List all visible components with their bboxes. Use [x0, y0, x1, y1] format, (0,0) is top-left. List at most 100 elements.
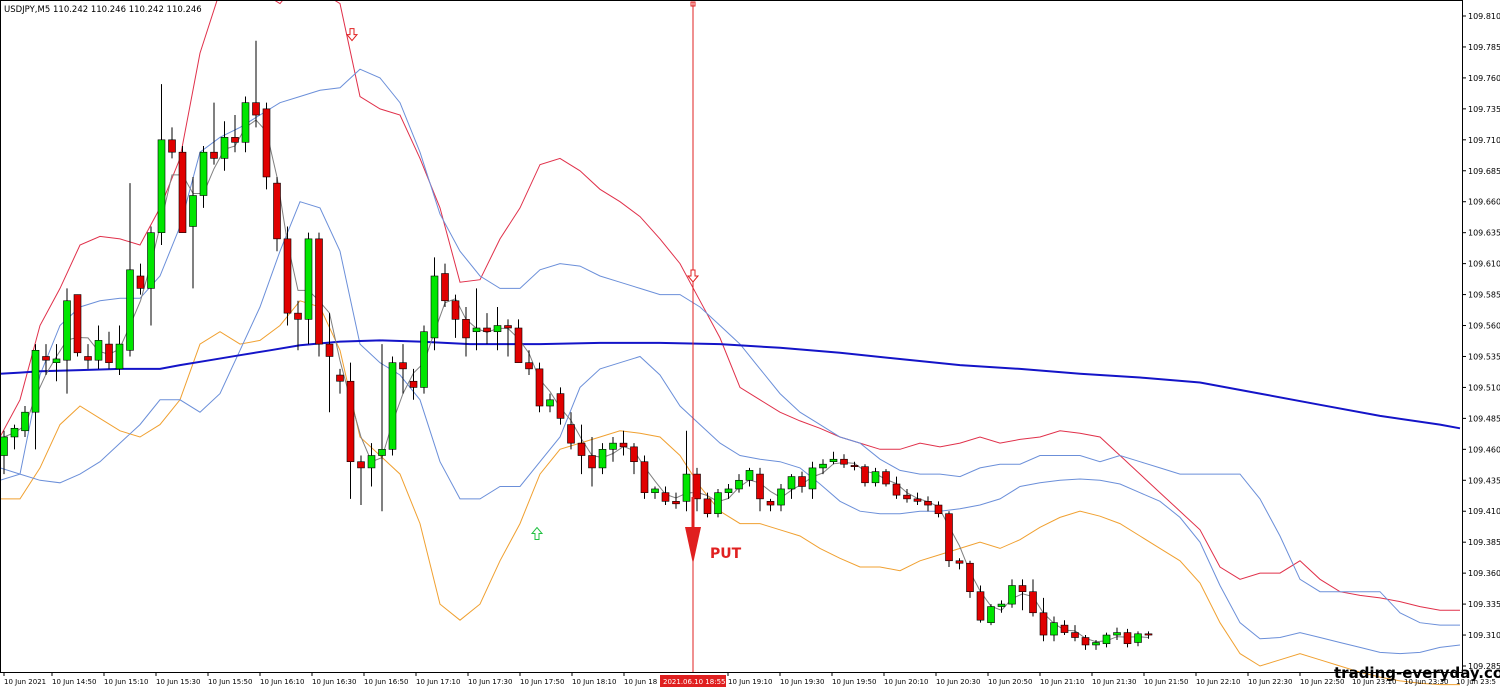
candle-body — [955, 560, 964, 564]
x-tick-label: 10 Jun 19:50 — [832, 678, 876, 686]
down-arrow-icon — [686, 269, 700, 283]
candle-body — [756, 473, 764, 500]
candle-body — [945, 513, 953, 562]
x-tick-label: 10 Jun 17:10 — [416, 678, 460, 686]
y-tick-label: 109.460 — [1468, 445, 1500, 454]
candle-body — [441, 273, 449, 302]
candle-body — [63, 300, 71, 361]
candle-body — [1092, 642, 1100, 646]
y-tick-label: 109.660 — [1468, 198, 1500, 207]
y-tick-label: 109.810 — [1468, 12, 1500, 21]
candle-body — [199, 151, 208, 196]
x-tick-label: 10 Jun 18:10 — [572, 678, 616, 686]
candle-body — [987, 606, 995, 623]
x-tick-label: 10 Jun 21:10 — [1040, 678, 1084, 686]
x-tick-label: 10 Jun 16:50 — [364, 678, 408, 686]
y-tick-label: 109.560 — [1468, 322, 1500, 331]
candle-body — [273, 182, 281, 240]
candle-body — [1071, 632, 1079, 638]
x-tick-label: 10 Jun 22:50 — [1300, 678, 1344, 686]
candle-body — [220, 137, 229, 159]
candle-body — [1018, 585, 1027, 593]
candle-body — [777, 488, 785, 506]
candle-body — [1123, 632, 1132, 645]
candle-body — [283, 238, 292, 314]
y-tick-label: 109.760 — [1468, 74, 1500, 83]
candle-body — [493, 325, 502, 333]
candle-body — [808, 467, 817, 490]
fast-ma-line — [3, 119, 1149, 643]
candle-body — [168, 139, 176, 153]
signal-line-top-marker — [690, 1, 696, 7]
y-tick-label: 109.785 — [1468, 43, 1500, 52]
candle-body — [976, 591, 985, 621]
put-arrow-head — [685, 527, 701, 564]
candle-body — [367, 455, 376, 469]
x-tick-label: 10 Jun 21:30 — [1092, 678, 1136, 686]
candle-body — [546, 399, 554, 407]
up-arrow-icon — [530, 526, 544, 541]
candle-body — [294, 312, 302, 320]
y-tick-label: 109.610 — [1468, 260, 1500, 269]
candle-body — [252, 102, 260, 116]
y-tick-label: 109.535 — [1468, 352, 1500, 361]
candle-body — [399, 362, 407, 370]
candle-body — [84, 356, 92, 361]
y-tick-label: 109.335 — [1468, 600, 1500, 609]
y-tick-label: 109.360 — [1468, 569, 1500, 578]
candle-body — [336, 374, 344, 382]
candle-body — [1039, 612, 1048, 636]
envelope-upper-line — [0, 0, 1460, 611]
band-lower-line — [0, 201, 1461, 655]
candle-body — [819, 463, 827, 469]
candle-body — [672, 501, 680, 505]
candle-body — [1008, 585, 1016, 605]
x-tick-label: 10 Jun 17:50 — [520, 678, 564, 686]
candle-body — [0, 436, 8, 456]
candle-body — [73, 294, 82, 354]
candle-body — [934, 504, 943, 515]
x-tick-label: 10 Jun 21:50 — [1144, 678, 1188, 686]
down-arrow-icon — [345, 28, 359, 42]
candle-body — [472, 327, 481, 333]
candle-body — [378, 449, 386, 456]
x-tick-label: 10 Jun 14:50 — [52, 678, 96, 686]
candle-body — [766, 501, 775, 506]
candle-body — [147, 232, 155, 289]
candle-body — [94, 340, 103, 361]
candle-body — [567, 424, 575, 444]
candle-body — [315, 238, 323, 345]
y-tick-label: 109.485 — [1468, 414, 1500, 423]
candle-body — [840, 458, 848, 465]
candle-body — [598, 449, 607, 469]
candle-body — [325, 343, 334, 357]
candle-body — [556, 393, 565, 419]
candle-body — [997, 603, 1006, 607]
x-tick-label: 10 Jun 2021 — [4, 678, 46, 686]
signal-time-label: 2021.06.10 18:55 — [663, 678, 725, 686]
x-tick-label: 10 Jun 22:10 — [1196, 678, 1240, 686]
candle-body — [693, 473, 701, 500]
x-tick-label: 10 Jun 16:30 — [312, 678, 356, 686]
candle-body — [346, 380, 355, 463]
candle-body — [1134, 633, 1142, 643]
x-tick-label: 10 Jun 20:30 — [936, 678, 980, 686]
y-tick-label: 109.735 — [1468, 105, 1500, 114]
candle-body — [892, 483, 901, 496]
candle-body — [850, 465, 859, 467]
y-tick-label: 109.410 — [1468, 507, 1500, 516]
candle-body — [105, 343, 113, 363]
candle-body — [903, 494, 911, 500]
candle-body — [357, 461, 365, 469]
candle-body — [451, 300, 460, 320]
x-tick-label: 10 Jun 17:30 — [468, 678, 512, 686]
candle-body — [651, 488, 659, 493]
candle-body — [31, 349, 40, 413]
candle-body — [157, 139, 166, 233]
x-tick-label: 10 Jun 23:5 — [1456, 678, 1496, 686]
candle-body — [829, 458, 838, 463]
x-tick-label: 10 Jun 23:30 — [1404, 678, 1448, 686]
candle-body — [630, 446, 638, 463]
x-tick-label: 10 Jun 19:10 — [728, 678, 772, 686]
